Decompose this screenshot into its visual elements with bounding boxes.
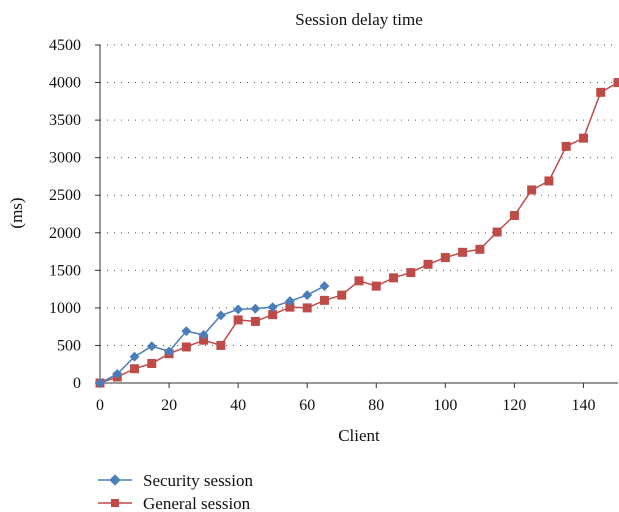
data-point <box>475 244 485 254</box>
x-tick-label: 140 <box>571 397 595 414</box>
x-tick-label: 20 <box>161 397 177 414</box>
legend-label-general: General session <box>143 494 251 512</box>
y-tick-label: 2000 <box>49 225 81 242</box>
data-point <box>389 273 399 283</box>
y-tick-label: 0 <box>73 375 81 392</box>
legend-marker-general <box>111 499 119 507</box>
data-point <box>216 340 226 350</box>
data-point <box>181 342 191 352</box>
data-point <box>319 295 329 305</box>
axes <box>95 44 618 388</box>
data-point <box>267 302 278 313</box>
data-point <box>181 326 192 337</box>
data-point <box>130 364 140 374</box>
data-point <box>284 296 295 307</box>
data-point <box>509 211 519 221</box>
legend-label-security: Security session <box>143 471 254 490</box>
x-tick-label: 120 <box>502 397 526 414</box>
data-point <box>354 276 364 286</box>
y-axis-label: (ms) <box>7 197 26 228</box>
y-tick-label: 4500 <box>49 37 81 54</box>
y-tick-labels: 0 500 1000 1500 2000 2500 3000 3500 4000 4500 <box>49 37 81 392</box>
legend-item-security: Security session <box>98 471 254 490</box>
data-point <box>578 133 588 143</box>
data-point <box>302 303 312 313</box>
data-point <box>406 268 416 278</box>
y-tick-label: 4000 <box>49 75 81 92</box>
y-tick-label: 3500 <box>49 112 81 129</box>
legend-marker-security <box>109 474 121 486</box>
data-point <box>233 315 243 325</box>
data-point <box>164 346 175 357</box>
data-point <box>147 358 157 368</box>
data-point <box>596 87 606 97</box>
x-axis-label: Client <box>338 426 380 445</box>
data-point <box>146 341 157 352</box>
data-point <box>440 253 450 263</box>
x-tick-label: 80 <box>368 397 384 414</box>
data-point <box>250 316 260 326</box>
y-tick-label: 1500 <box>49 262 81 279</box>
data-point <box>492 227 502 237</box>
data-point <box>285 302 295 312</box>
data-point <box>268 310 278 320</box>
data-point <box>527 185 537 195</box>
x-tick-label: 100 <box>433 397 457 414</box>
data-point <box>319 281 330 292</box>
x-tick-labels: 0 20 40 60 80 100 120 140 <box>96 397 595 414</box>
data-point <box>215 310 226 321</box>
series-security <box>95 281 330 388</box>
x-tick-label: 40 <box>230 397 246 414</box>
x-tick-label: 60 <box>299 397 315 414</box>
data-point <box>233 304 244 315</box>
data-point <box>302 290 313 301</box>
data-point <box>613 78 619 88</box>
legend: Security session General session <box>98 471 254 512</box>
data-point <box>199 335 209 345</box>
data-point <box>544 176 554 186</box>
y-tick-label: 1000 <box>49 300 81 317</box>
gridlines <box>100 44 618 346</box>
y-tick-label: 2500 <box>49 187 81 204</box>
x-tick-label: 0 <box>96 397 104 414</box>
data-point <box>250 303 261 314</box>
plot-area <box>95 78 619 388</box>
data-point <box>423 259 433 269</box>
chart-title: Session delay time <box>295 10 422 29</box>
data-point <box>337 290 347 300</box>
data-point <box>129 351 140 362</box>
data-point <box>561 141 571 151</box>
series-general <box>95 78 619 388</box>
y-tick-label: 500 <box>57 337 81 354</box>
legend-item-general: General session <box>98 494 251 512</box>
data-point <box>198 329 209 340</box>
data-point <box>458 247 468 257</box>
y-tick-label: 3000 <box>49 150 81 167</box>
data-point <box>371 281 381 291</box>
